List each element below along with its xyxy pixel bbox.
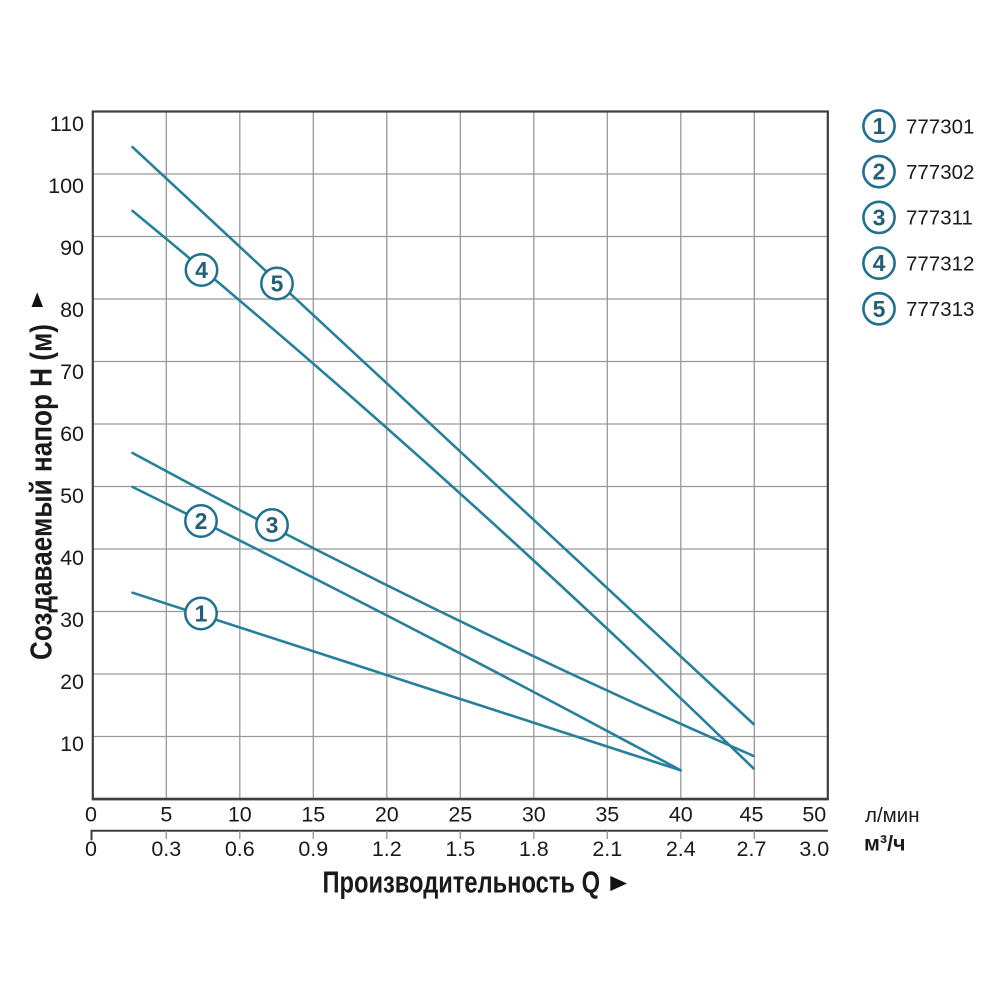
svg-text:Производительность Q: Производительность Q [323,864,601,899]
svg-text:2: 2 [873,159,886,185]
svg-text:10: 10 [228,802,252,826]
svg-text:3: 3 [873,204,886,230]
svg-text:3: 3 [266,512,279,538]
svg-text:3.0: 3.0 [799,837,829,861]
svg-text:80: 80 [60,298,84,322]
svg-text:2.4: 2.4 [666,837,696,861]
svg-text:777313: 777313 [906,298,974,321]
svg-text:30: 30 [60,608,84,632]
svg-text:40: 40 [669,802,693,826]
svg-text:20: 20 [60,670,84,694]
svg-text:1.2: 1.2 [372,837,402,861]
svg-text:5: 5 [271,271,284,297]
svg-text:0: 0 [85,837,97,861]
svg-text:70: 70 [60,360,84,384]
svg-text:м³/ч: м³/ч [864,832,906,856]
svg-text:0.9: 0.9 [298,837,328,861]
svg-text:4: 4 [195,257,208,283]
svg-text:40: 40 [60,546,84,570]
svg-text:0: 0 [85,802,97,826]
svg-text:60: 60 [60,422,84,446]
svg-text:25: 25 [448,802,472,826]
svg-text:2.7: 2.7 [737,837,767,861]
svg-text:100: 100 [48,174,84,198]
svg-text:1: 1 [195,601,208,627]
svg-text:1: 1 [873,113,886,139]
svg-text:50: 50 [802,802,826,826]
svg-text:50: 50 [60,484,84,508]
svg-text:1.5: 1.5 [445,837,475,861]
svg-text:30: 30 [522,802,546,826]
svg-text:5: 5 [873,296,886,322]
svg-text:777312: 777312 [906,252,974,275]
svg-text:110: 110 [50,112,84,136]
svg-text:10: 10 [60,732,84,756]
svg-text:0.6: 0.6 [225,837,255,861]
svg-text:777311: 777311 [906,207,973,230]
svg-text:Создаваемый напор H (м): Создаваемый напор H (м) [24,324,59,660]
svg-text:35: 35 [595,802,619,826]
svg-text:45: 45 [740,802,764,826]
svg-text:1.8: 1.8 [519,837,549,861]
svg-text:20: 20 [375,802,399,826]
svg-text:0.3: 0.3 [151,837,181,861]
svg-text:777301: 777301 [906,115,974,138]
svg-text:4: 4 [873,250,886,276]
svg-text:2: 2 [195,508,208,534]
svg-text:777302: 777302 [906,161,974,184]
svg-text:л/мин: л/мин [865,804,920,827]
svg-text:15: 15 [301,802,325,826]
svg-text:5: 5 [160,802,172,826]
svg-text:90: 90 [60,236,84,260]
svg-text:2.1: 2.1 [592,837,622,861]
